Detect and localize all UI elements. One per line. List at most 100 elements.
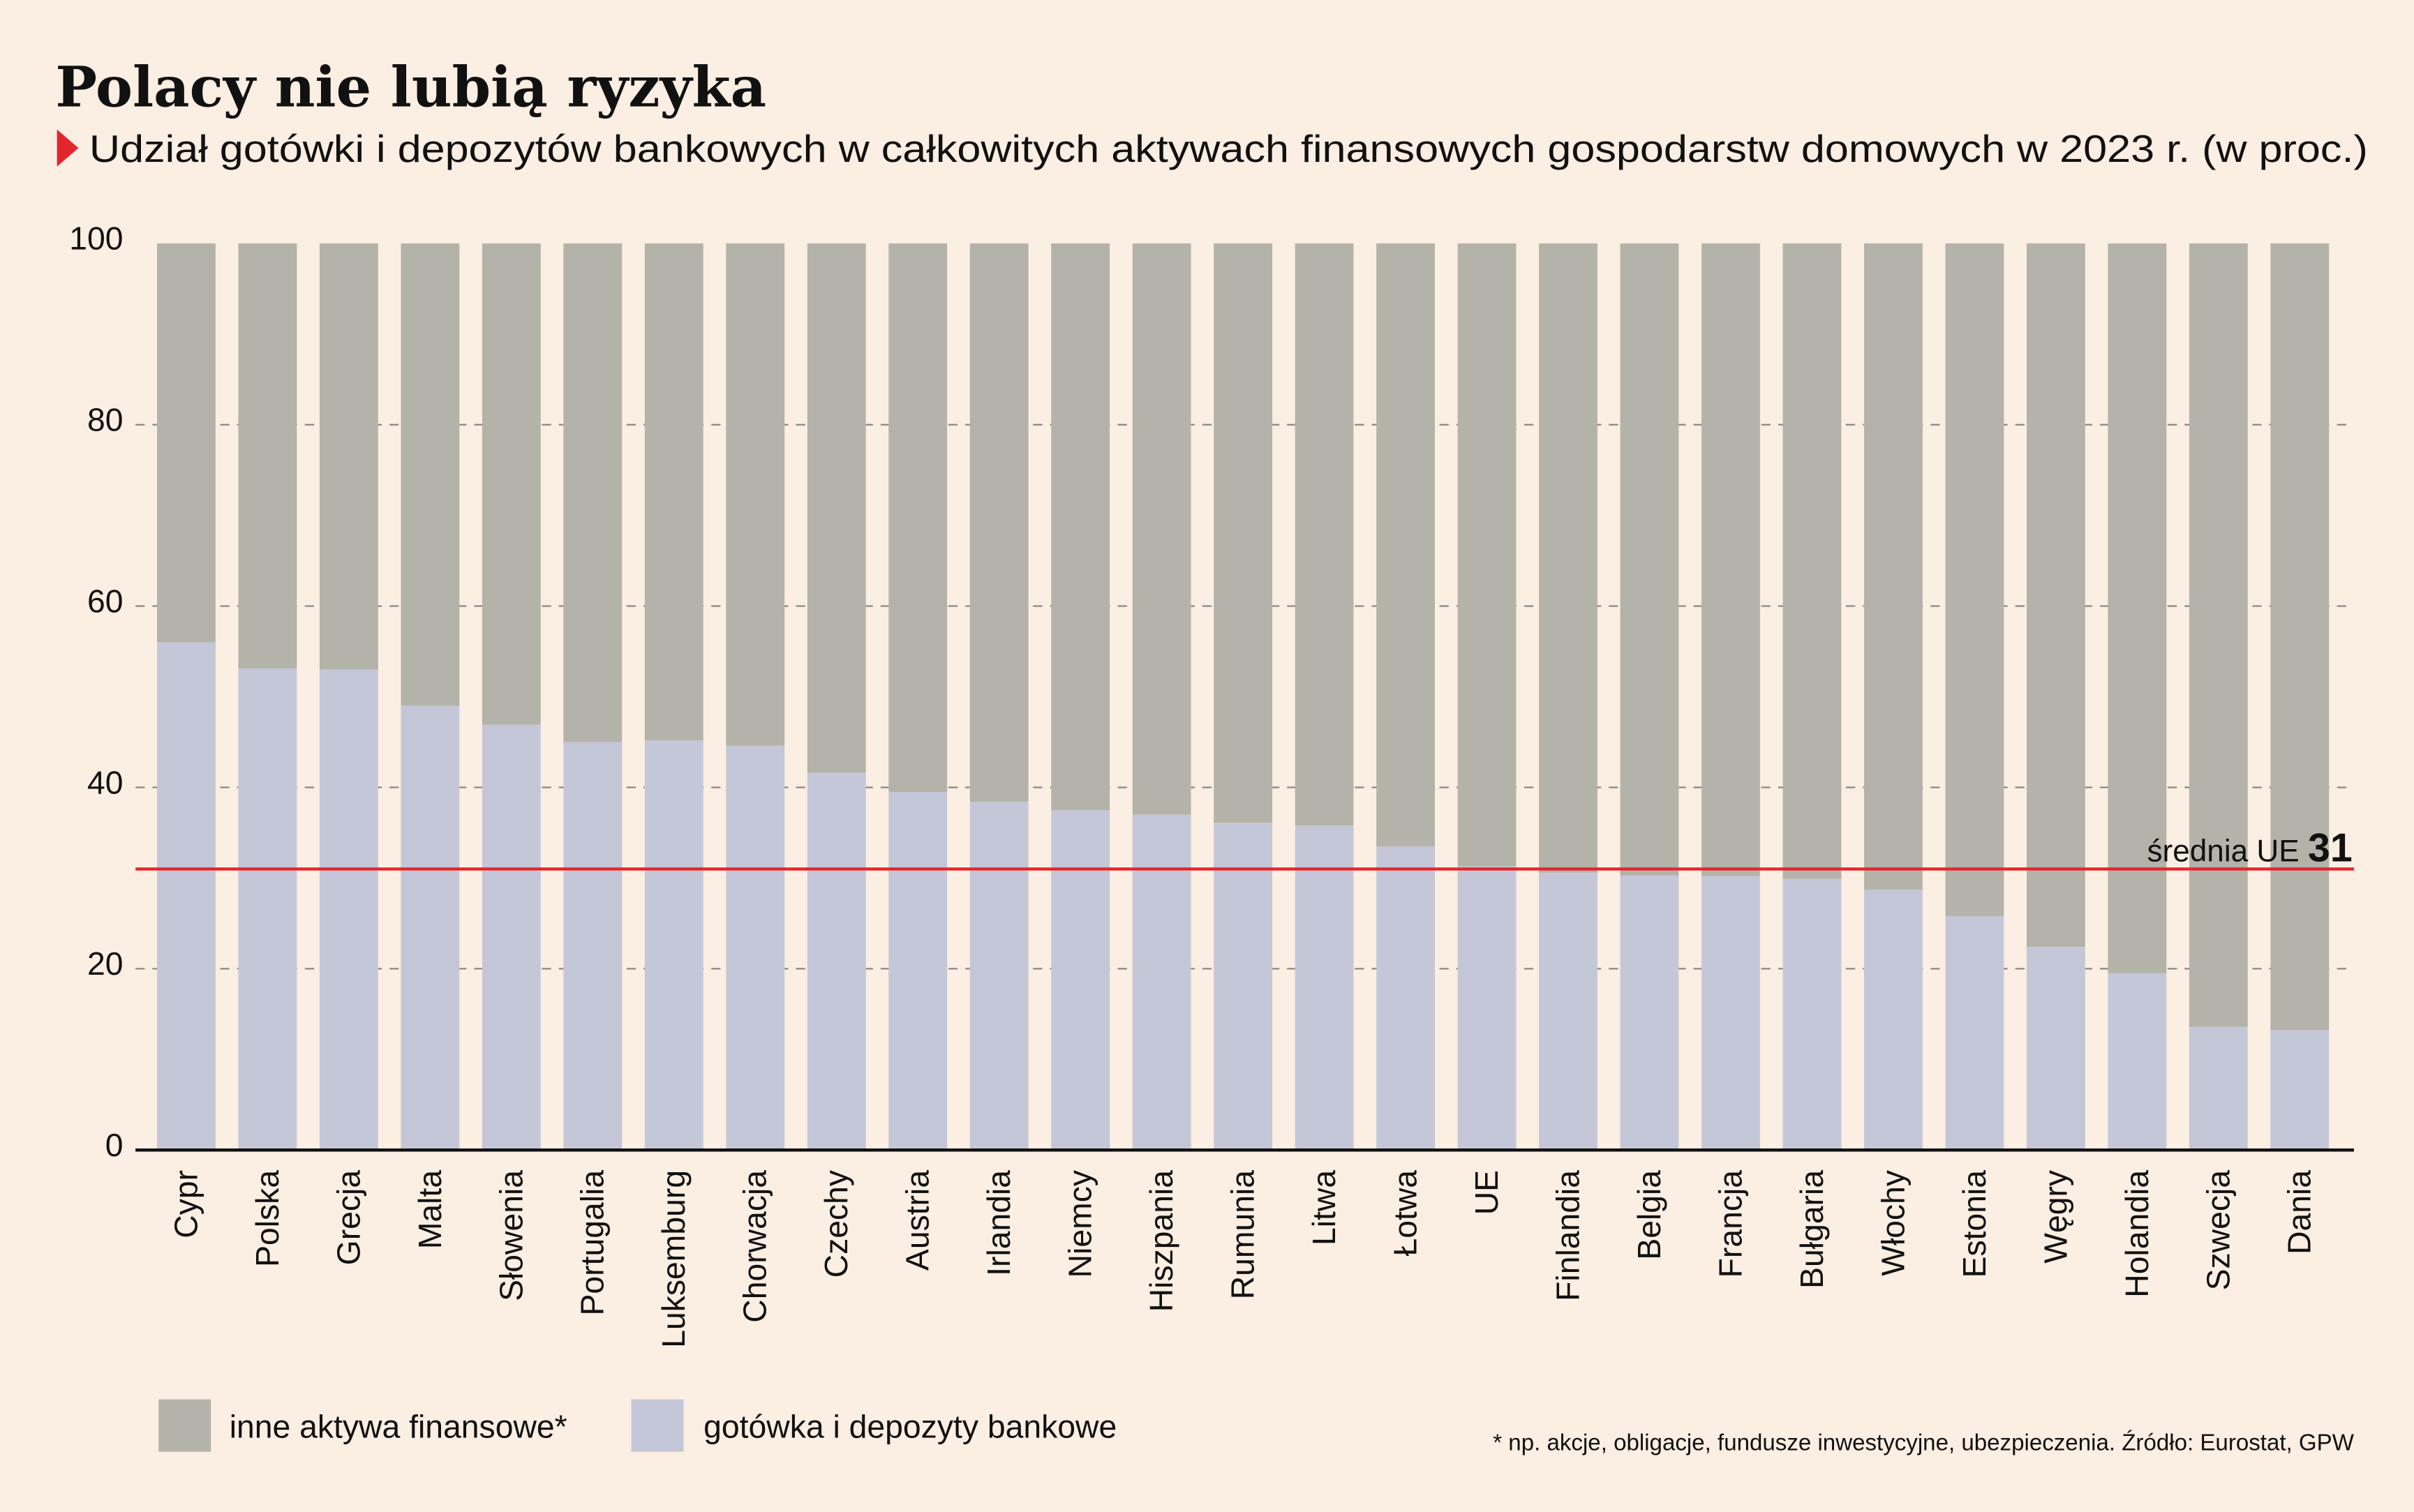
bar-other-assets	[726, 243, 785, 746]
x-tick-label: Bułgaria	[1794, 1170, 1830, 1289]
bar-cash-deposits	[1864, 890, 1923, 1151]
bar-cash-deposits	[644, 740, 703, 1151]
bar-other-assets	[2026, 243, 2085, 948]
x-tick-label: Czechy	[818, 1169, 854, 1278]
x-tick-label: Dania	[2281, 1170, 2318, 1255]
bar-other-assets	[2108, 243, 2167, 973]
bar-other-assets	[1945, 243, 2004, 917]
bar-cash-deposits	[563, 742, 623, 1151]
bar-cash-deposits	[482, 724, 541, 1151]
bar-other-assets	[807, 243, 866, 773]
legend-swatch-other	[158, 1399, 211, 1452]
footnote: * np. akcje, obligacje, fundusze inwesty…	[1493, 1430, 2354, 1455]
bar-other-assets	[1214, 243, 1273, 823]
bar-cash-deposits	[1376, 846, 1435, 1151]
x-tick-label: Włochy	[1875, 1169, 1911, 1276]
x-tick-label: Francja	[1712, 1170, 1748, 1278]
y-tick-label: 0	[105, 1127, 124, 1163]
bar-other-assets	[238, 243, 297, 669]
bar-other-assets	[1295, 243, 1354, 826]
bar-cash-deposits	[2270, 1030, 2330, 1151]
x-tick-label: Szwecja	[2200, 1170, 2236, 1291]
bar-other-assets	[482, 243, 541, 725]
subtitle-marker-icon	[57, 129, 79, 167]
bar-cash-deposits	[1539, 872, 1597, 1151]
x-tick-label: Rumunia	[1225, 1170, 1261, 1300]
x-tick-label: UE	[1468, 1170, 1505, 1215]
x-axis-labels: Cypr Polska Grecja Malta Słowenia Portugalia L…	[167, 1169, 2317, 1348]
x-tick-label: Łotwa	[1387, 1170, 1424, 1257]
x-tick-label: Grecja	[330, 1170, 366, 1266]
x-tick-label: Malta	[412, 1170, 448, 1249]
bar-cash-deposits	[1295, 825, 1354, 1151]
bar-other-assets	[319, 243, 378, 670]
bar-cash-deposits	[1945, 916, 2004, 1151]
y-tick-label: 100	[69, 220, 123, 257]
bar-cash-deposits	[1620, 875, 1679, 1151]
eu-average-label: średnia UE 31	[2147, 825, 2352, 870]
bar-cash-deposits	[1214, 823, 1273, 1151]
legend-label-cash: gotówka i depozyty bankowe	[703, 1409, 1117, 1445]
bar-other-assets	[157, 243, 216, 643]
bar-other-assets	[1701, 243, 1760, 876]
chart-subtitle: Udział gotówki i depozytów bankowych w c…	[89, 127, 2368, 170]
x-tick-label: Holandia	[2119, 1170, 2155, 1298]
bar-cash-deposits	[319, 669, 378, 1151]
bar-other-assets	[1051, 243, 1110, 810]
bar-other-assets	[401, 243, 460, 706]
bar-other-assets	[888, 243, 948, 792]
chart-title: Polacy nie lubią ryzyka	[55, 54, 766, 120]
eu-average-text: średnia UE	[2147, 834, 2299, 868]
bar-cash-deposits	[969, 802, 1029, 1151]
bar-other-assets	[563, 243, 623, 742]
legend-label-other: inne aktywa finansowe*	[230, 1409, 567, 1445]
legend-swatch-cash	[631, 1399, 684, 1452]
bar-other-assets	[1132, 243, 1191, 815]
bar-cash-deposits	[1457, 866, 1517, 1151]
x-tick-label: Luksemburg	[655, 1170, 692, 1348]
x-tick-label: Cypr	[167, 1170, 204, 1238]
x-tick-label: Hiszpania	[1143, 1170, 1179, 1312]
y-tick-label: 40	[87, 764, 124, 800]
bar-other-assets	[2270, 243, 2330, 1031]
y-axis-ticks: 0 20 40 60 80 100	[69, 220, 123, 1163]
bar-cash-deposits	[807, 772, 866, 1151]
x-tick-label: Irlandia	[981, 1170, 1017, 1276]
y-tick-label: 60	[87, 583, 124, 619]
bar-other-assets	[1457, 243, 1517, 867]
bar-other-assets	[644, 243, 703, 740]
bar-cash-deposits	[726, 745, 785, 1151]
x-tick-label: Litwa	[1306, 1170, 1342, 1245]
bar-other-assets	[1864, 243, 1923, 890]
x-tick-label: Niemcy	[1062, 1169, 1098, 1278]
x-tick-label: Austria	[900, 1170, 936, 1271]
bar-other-assets	[1620, 243, 1679, 876]
x-tick-label: Portugalia	[574, 1170, 611, 1316]
x-tick-label: Finlandia	[1549, 1170, 1586, 1301]
bar-cash-deposits	[401, 705, 460, 1151]
eu-average-value: 31	[2308, 825, 2353, 870]
bar-cash-deposits	[2108, 973, 2167, 1151]
bar-cash-deposits	[2026, 947, 2085, 1151]
bar-cash-deposits	[1051, 809, 1110, 1151]
bar-cash-deposits	[1132, 814, 1191, 1151]
bar-cash-deposits	[238, 668, 297, 1151]
bar-other-assets	[969, 243, 1029, 802]
bar-cash-deposits	[2189, 1026, 2248, 1151]
bar-cash-deposits	[1701, 876, 1760, 1151]
x-tick-label: Estonia	[1956, 1170, 1992, 1278]
x-tick-label: Słowenia	[493, 1170, 529, 1301]
y-tick-label: 80	[87, 402, 124, 438]
bar-cash-deposits	[1782, 878, 1842, 1151]
bar-other-assets	[2189, 243, 2248, 1027]
x-tick-label: Węgry	[2037, 1169, 2073, 1264]
bar-other-assets	[1782, 243, 1842, 879]
bars	[157, 243, 2330, 1151]
bar-cash-deposits	[888, 791, 948, 1151]
bar-other-assets	[1539, 243, 1597, 873]
y-tick-label: 20	[87, 945, 124, 982]
bar-other-assets	[1376, 243, 1435, 846]
x-tick-label: Chorwacja	[737, 1170, 773, 1323]
bar-cash-deposits	[157, 642, 216, 1151]
